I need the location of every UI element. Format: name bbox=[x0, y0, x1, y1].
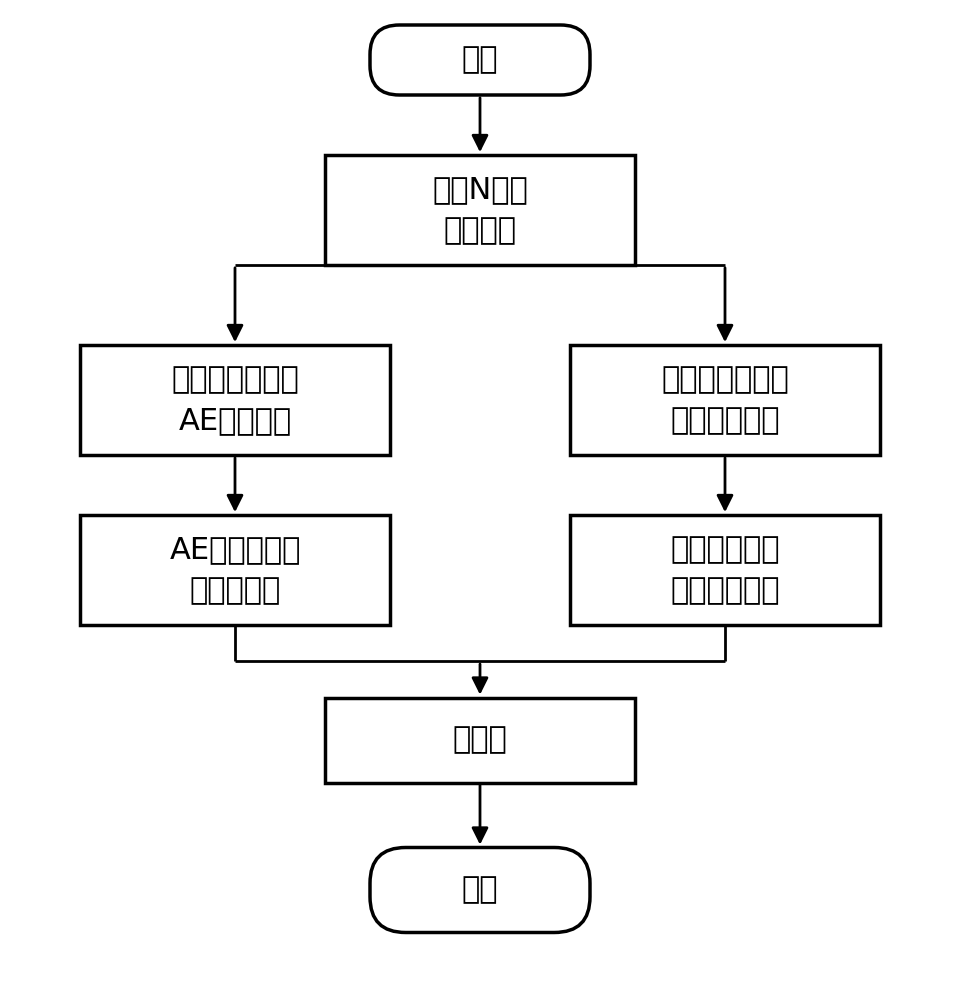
Text: 采集单一位置域
振动位置序列: 采集单一位置域 振动位置序列 bbox=[661, 365, 789, 435]
Text: 均布N个霍
尔传感器: 均布N个霍 尔传感器 bbox=[432, 175, 528, 245]
Text: 采集单一位置域
AE位置序列: 采集单一位置域 AE位置序列 bbox=[171, 365, 299, 435]
Text: 结束: 结束 bbox=[462, 876, 498, 904]
Text: 开始: 开始 bbox=[462, 45, 498, 75]
FancyBboxPatch shape bbox=[370, 25, 590, 95]
FancyBboxPatch shape bbox=[570, 515, 880, 625]
Text: 振动位置序列
采样矩阵集合: 振动位置序列 采样矩阵集合 bbox=[670, 535, 780, 605]
FancyBboxPatch shape bbox=[80, 345, 390, 455]
FancyBboxPatch shape bbox=[370, 848, 590, 932]
FancyBboxPatch shape bbox=[325, 698, 635, 782]
Text: 联合域: 联合域 bbox=[452, 726, 508, 754]
Text: AE位置序列采
样矩阵集合: AE位置序列采 样矩阵集合 bbox=[169, 535, 300, 605]
FancyBboxPatch shape bbox=[80, 515, 390, 625]
FancyBboxPatch shape bbox=[570, 345, 880, 455]
FancyBboxPatch shape bbox=[325, 155, 635, 265]
